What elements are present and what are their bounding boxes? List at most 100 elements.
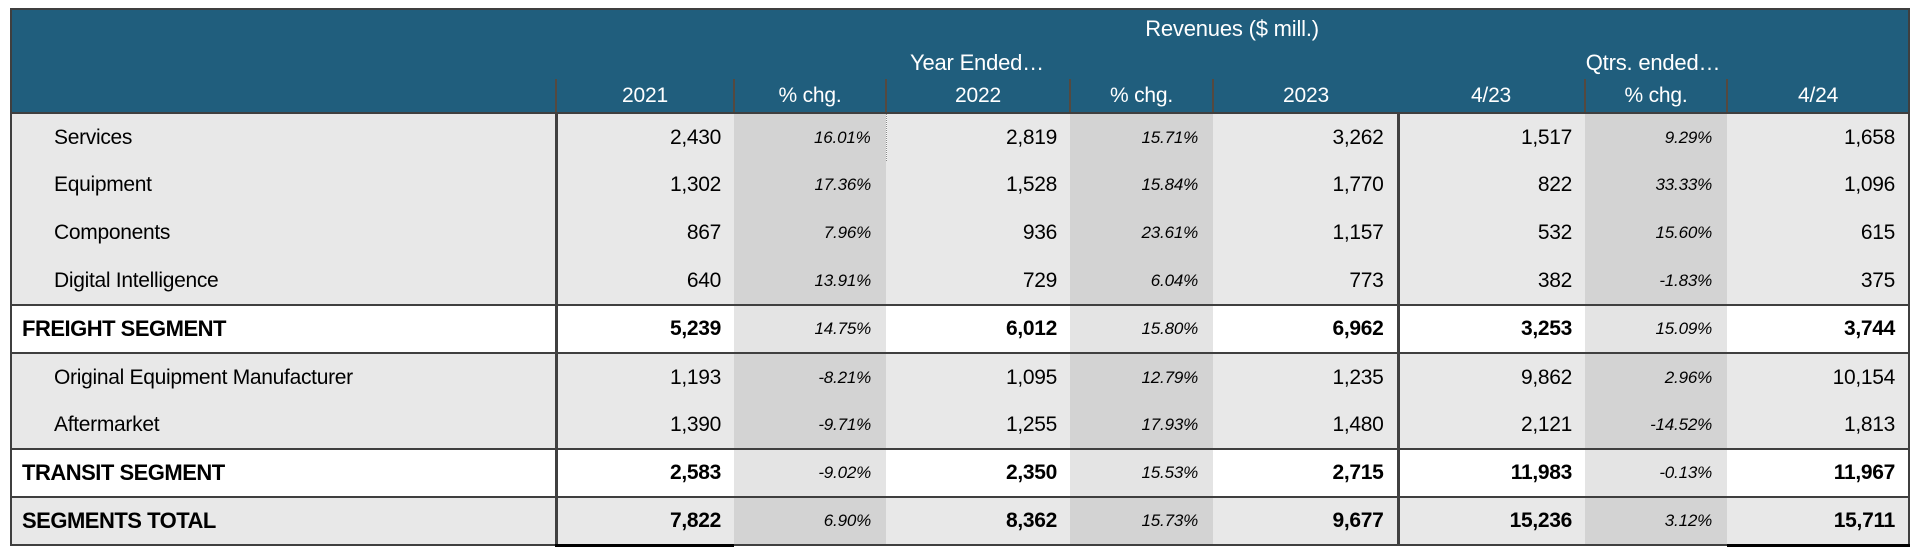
column-header-pct-chg-3: % chg. <box>1584 79 1727 114</box>
cell-2021: 2,430 <box>554 113 734 161</box>
cell-4-23: 11,983 <box>1396 449 1585 497</box>
row-label: Aftermarket <box>54 412 160 436</box>
group-header-row: Year Ended… Qtrs. ended… <box>11 47 1910 79</box>
table-row-digital-intelligence: Digital Intelligence 640 13.91% 729 6.04% 773… <box>11 257 1910 305</box>
cell-4-24: 375 <box>1860 268 1896 292</box>
row-label: Original Equipment Manufacturer <box>54 365 353 389</box>
row-label: TRANSIT SEGMENT <box>22 460 225 485</box>
table-row-freight-segment: FREIGHT SEGMENT 5,239 14.75% 6,012 15.80% 6,9… <box>11 305 1910 353</box>
table-row-segments-total: SEGMENTS TOTAL 7,822 6.90% 8,362 15.73% 9,677… <box>11 497 1910 547</box>
row-label: Equipment <box>54 173 152 196</box>
table-header: Revenues ($ mill.) Year Ended… Qtrs. end… <box>11 9 1910 114</box>
row-label: Components <box>54 221 171 244</box>
cell-4-23: 382 <box>1396 257 1585 305</box>
column-header-pct-chg-1: % chg. <box>733 79 886 114</box>
revenue-table: Revenues ($ mill.) Year Ended… Qtrs. end… <box>10 8 1911 547</box>
cell-2023: 1,770 <box>1332 173 1384 196</box>
group-header-qtrs-ended: Qtrs. ended… <box>1398 47 1910 79</box>
cell-pct-chg-1: 6.90% <box>734 497 886 545</box>
cell-2021: 1,193 <box>554 353 734 401</box>
cell-pct-chg-1: 16.01% <box>734 113 887 161</box>
cell-4-24: 1,096 <box>1844 173 1896 196</box>
cell-4-23: 1,517 <box>1396 113 1585 161</box>
cell-2023: 9,677 <box>1332 509 1384 532</box>
cell-2023: 2,715 <box>1332 461 1384 484</box>
row-label: Services <box>54 125 133 149</box>
column-header-label <box>11 79 556 114</box>
revenue-table-container: Revenues ($ mill.) Year Ended… Qtrs. end… <box>10 8 1911 547</box>
table-row-transit-segment: TRANSIT SEGMENT 2,583 -9.02% 2,350 15.53% 2,7… <box>11 449 1910 497</box>
cell-2022: 6,012 <box>1005 317 1057 340</box>
cell-pct-chg-3: 15.60% <box>1585 209 1727 257</box>
cell-2022: 1,255 <box>1005 412 1057 436</box>
header-spacer <box>11 9 556 47</box>
cell-pct-chg-1: 7.96% <box>734 209 886 257</box>
cell-pct-chg-1: -9.71% <box>734 401 886 449</box>
cell-pct-chg-1: -8.21% <box>734 353 886 401</box>
cell-pct-chg-2: 23.61% <box>1070 209 1213 257</box>
cell-2022: 1,528 <box>1005 173 1057 196</box>
row-label: SEGMENTS TOTAL <box>22 508 216 533</box>
cell-pct-chg-2: 15.84% <box>1070 161 1213 209</box>
cell-4-24: 1,813 <box>1844 412 1896 436</box>
cell-2022: 729 <box>1022 268 1057 292</box>
column-header-pct-chg-2: % chg. <box>1069 79 1213 114</box>
cell-pct-chg-2: 12.79% <box>1070 353 1213 401</box>
column-header-4-23: 4/23 <box>1398 79 1585 114</box>
cell-2022: 2,350 <box>1005 461 1057 484</box>
table-row-equipment: Equipment 1,302 17.36% 1,528 15.84% 1,770 822 3… <box>11 161 1910 209</box>
cell-4-24: 10,154 <box>1832 365 1896 389</box>
cell-2023: 1,157 <box>1332 221 1384 244</box>
cell-pct-chg-1: 13.91% <box>734 257 886 305</box>
cell-2023: 3,262 <box>1332 125 1384 149</box>
cell-2023: 1,235 <box>1332 365 1384 389</box>
column-header-2021: 2021 <box>555 79 734 114</box>
table-row-components: Components 867 7.96% 936 23.61% 1,157 532 15.60… <box>11 209 1910 257</box>
cell-4-24: 615 <box>1860 221 1896 244</box>
cell-pct-chg-2: 15.71% <box>1070 113 1213 161</box>
column-header-row: 2021 % chg. 2022 % chg. 2023 4/23 % chg.… <box>11 79 1910 114</box>
cell-2021: 7,822 <box>554 497 734 547</box>
cell-4-24: 11,967 <box>1833 461 1896 484</box>
row-label: Digital Intelligence <box>54 268 219 292</box>
cell-4-24: 1,658 <box>1844 125 1896 149</box>
cell-pct-chg-1: 17.36% <box>734 161 886 209</box>
cell-2021: 5,239 <box>554 305 734 353</box>
cell-pct-chg-2: 17.93% <box>1070 401 1213 449</box>
cell-4-23: 532 <box>1396 209 1585 257</box>
cell-2023: 1,480 <box>1332 412 1384 436</box>
cell-2023: 773 <box>1349 268 1384 292</box>
cell-2023: 6,962 <box>1332 317 1384 340</box>
cell-pct-chg-3: 15.09% <box>1585 305 1727 353</box>
column-header-2023: 2023 <box>1212 79 1398 114</box>
cell-2021: 1,390 <box>554 401 734 449</box>
cell-pct-chg-3: 9.29% <box>1585 113 1727 161</box>
cell-pct-chg-1: 14.75% <box>734 305 886 353</box>
cell-4-23: 9,862 <box>1396 353 1585 401</box>
cell-4-23: 3,253 <box>1396 305 1585 353</box>
title-row: Revenues ($ mill.) <box>11 9 1910 47</box>
table-row-services: Services 2,430 16.01% 2,819 15.71% 3,262 1,517… <box>11 113 1910 161</box>
column-header-2022: 2022 <box>885 79 1070 114</box>
cell-pct-chg-3: 3.12% <box>1585 497 1727 545</box>
cell-2022: 2,819 <box>1005 125 1057 149</box>
cell-2022: 8,362 <box>1005 509 1057 532</box>
cell-4-23: 2,121 <box>1396 401 1585 449</box>
group-header-year-ended: Year Ended… <box>556 47 1398 79</box>
cell-4-23: 15,236 <box>1396 497 1585 545</box>
cell-pct-chg-3: 33.33% <box>1585 161 1727 209</box>
cell-pct-chg-3: -14.52% <box>1585 401 1727 449</box>
cell-2021: 1,302 <box>554 161 734 209</box>
cell-pct-chg-3: 2.96% <box>1585 353 1727 401</box>
cell-pct-chg-1: -9.02% <box>734 449 886 497</box>
column-header-4-24: 4/24 <box>1725 79 1910 114</box>
cell-4-24: 15,711 <box>1727 497 1910 547</box>
table-row-original-equipment-manufacturer: Original Equipment Manufacturer 1,193 -8.2… <box>11 353 1910 401</box>
header-spacer <box>11 47 556 79</box>
table-row-aftermarket: Aftermarket 1,390 -9.71% 1,255 17.93% 1,480 2,… <box>11 401 1910 449</box>
cell-pct-chg-2: 15.53% <box>1070 449 1213 497</box>
cell-2021: 2,583 <box>554 449 734 497</box>
cell-4-23: 822 <box>1396 161 1585 209</box>
table-body: Services 2,430 16.01% 2,819 15.71% 3,262 1,517… <box>11 113 1910 547</box>
